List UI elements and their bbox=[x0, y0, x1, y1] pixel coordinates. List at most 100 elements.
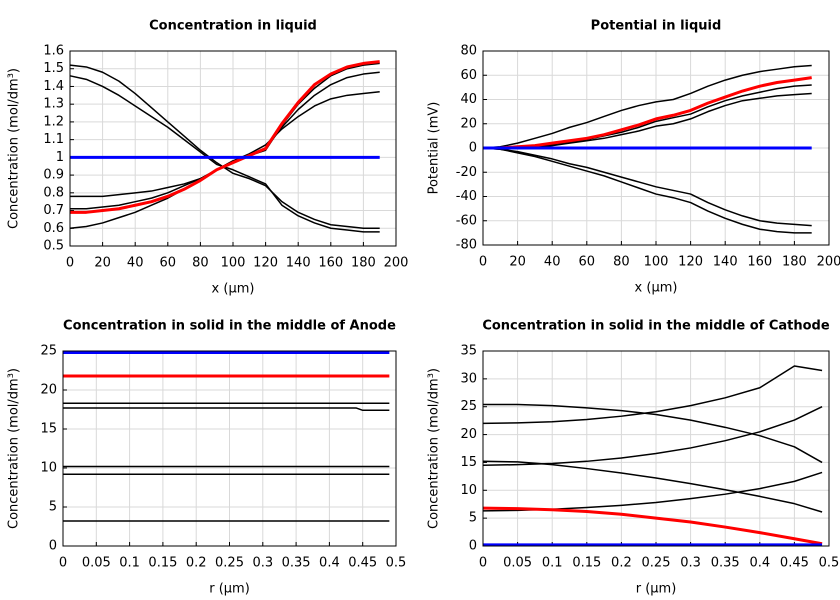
data-line bbox=[482, 506, 823, 546]
x-tick-label: 100 bbox=[221, 256, 246, 271]
plot-frame bbox=[482, 350, 830, 547]
y-tick-label: 1.1 bbox=[43, 132, 64, 147]
y-tick-label: 5 bbox=[49, 500, 57, 515]
plot-frame bbox=[482, 50, 830, 246]
x-tick-label: 0 bbox=[479, 556, 487, 571]
y-tick-label: -60 bbox=[456, 213, 477, 228]
y-tick-label: 1.4 bbox=[43, 79, 64, 94]
y-tick-label: 0.5 bbox=[43, 239, 64, 254]
y-tick-label: 60 bbox=[460, 68, 477, 83]
x-tick-label: 0.15 bbox=[572, 556, 601, 571]
x-tick-label: 0.4 bbox=[749, 556, 770, 571]
y-axis-label: Concentration (mol/dm³) bbox=[7, 368, 22, 529]
x-tick-label: 0.15 bbox=[148, 556, 177, 571]
x-tick-label: 0.35 bbox=[711, 556, 740, 571]
data-line bbox=[482, 460, 823, 513]
y-tick-label: 0.7 bbox=[43, 203, 64, 218]
x-tick-label: 0.25 bbox=[642, 556, 671, 571]
x-tick-label: 100 bbox=[644, 255, 669, 270]
x-tick-label: 140 bbox=[286, 256, 311, 271]
y-tick-label: 0.6 bbox=[43, 221, 64, 236]
plot-frame bbox=[69, 50, 397, 247]
x-tick-label: 20 bbox=[94, 256, 111, 271]
x-tick-label: 0.3 bbox=[680, 556, 701, 571]
data-line bbox=[70, 60, 380, 214]
y-tick-label: 5 bbox=[469, 511, 477, 526]
y-tick-label: 0.8 bbox=[43, 185, 64, 200]
y-tick-label: 10 bbox=[460, 483, 477, 498]
y-axis-label: Concentration (mol/dm³) bbox=[427, 368, 442, 529]
x-tick-label: 160 bbox=[747, 255, 772, 270]
y-tick-label: 0 bbox=[49, 539, 57, 554]
y-tick-label: 35 bbox=[460, 344, 477, 359]
subplot-title: Potential in liquid bbox=[591, 19, 722, 34]
x-tick-label: 0.45 bbox=[780, 556, 809, 571]
x-tick-label: 200 bbox=[384, 256, 409, 271]
data-line bbox=[63, 407, 390, 412]
y-tick-label: 0.9 bbox=[43, 168, 64, 183]
y-tick-label: -40 bbox=[456, 189, 477, 204]
data-line bbox=[483, 403, 823, 464]
y-tick-label: 40 bbox=[460, 92, 477, 107]
y-tick-label: 0 bbox=[469, 141, 477, 156]
x-tick-label: 60 bbox=[160, 256, 177, 271]
x-axis-label: r (µm) bbox=[209, 582, 250, 597]
y-tick-label: 1.6 bbox=[43, 44, 64, 59]
y-tick-label: 20 bbox=[40, 383, 57, 398]
y-tick-label: 15 bbox=[40, 422, 57, 437]
x-tick-label: 0.25 bbox=[215, 556, 244, 571]
data-line bbox=[482, 406, 823, 466]
x-tick-label: 0.3 bbox=[252, 556, 273, 571]
x-axis-label: x (µm) bbox=[635, 281, 678, 296]
data-line bbox=[70, 91, 380, 198]
y-tick-label: 15 bbox=[460, 455, 477, 470]
subplot: Potential in liquid 0 20 40 60 80 100 120 140 160… bbox=[427, 19, 840, 296]
data-line bbox=[69, 62, 380, 230]
x-tick-label: 0.5 bbox=[386, 556, 407, 571]
x-tick-label: 40 bbox=[127, 256, 144, 271]
x-tick-label: 80 bbox=[613, 255, 630, 270]
subplot: Concentration in solid in the middle of … bbox=[427, 319, 840, 597]
y-tick-label: 20 bbox=[460, 116, 477, 131]
subplot-title: Concentration in liquid bbox=[149, 19, 317, 34]
x-tick-label: 140 bbox=[713, 255, 738, 270]
x-tick-label: 0 bbox=[59, 556, 67, 571]
y-tick-label: 25 bbox=[40, 344, 57, 359]
y-axis-label: Concentration (mol/dm³) bbox=[7, 68, 22, 229]
x-tick-label: 40 bbox=[544, 255, 561, 270]
y-tick-label: 25 bbox=[460, 399, 477, 414]
x-tick-label: 0.2 bbox=[186, 556, 207, 571]
subplot-title: Concentration in solid in the middle of … bbox=[482, 319, 830, 334]
data-line bbox=[482, 147, 812, 234]
data-line bbox=[482, 147, 812, 227]
y-tick-label: 1.2 bbox=[43, 114, 64, 129]
x-tick-label: 120 bbox=[253, 256, 278, 271]
y-tick-label: 0 bbox=[469, 539, 477, 554]
subplot: Concentration in solid in the middle of … bbox=[7, 319, 407, 597]
x-tick-label: 200 bbox=[817, 255, 840, 270]
x-tick-label: 0 bbox=[479, 255, 487, 270]
x-tick-label: 0 bbox=[66, 256, 74, 271]
data-line bbox=[69, 64, 380, 230]
x-tick-label: 80 bbox=[192, 256, 209, 271]
x-tick-label: 0.5 bbox=[819, 556, 840, 571]
x-tick-label: 180 bbox=[351, 256, 376, 271]
subplot-title: Concentration in solid in the middle of … bbox=[63, 319, 396, 334]
x-tick-label: 120 bbox=[678, 255, 703, 270]
y-tick-label: 1.5 bbox=[43, 61, 64, 76]
data-line bbox=[483, 76, 812, 150]
x-tick-label: 0.05 bbox=[82, 556, 111, 571]
data-line bbox=[482, 365, 823, 425]
x-tick-label: 0.4 bbox=[319, 556, 340, 571]
y-tick-label: 80 bbox=[460, 44, 477, 59]
y-tick-label: 30 bbox=[460, 371, 477, 386]
x-tick-label: 160 bbox=[318, 256, 343, 271]
x-axis-label: r (µm) bbox=[636, 582, 677, 597]
x-tick-label: 20 bbox=[509, 255, 526, 270]
subplot: Concentration in liquid 0 20 40 60 80 100 120 14… bbox=[7, 19, 409, 297]
y-tick-label: -80 bbox=[456, 238, 477, 253]
data-line bbox=[482, 64, 812, 149]
y-tick-label: -20 bbox=[456, 165, 477, 180]
